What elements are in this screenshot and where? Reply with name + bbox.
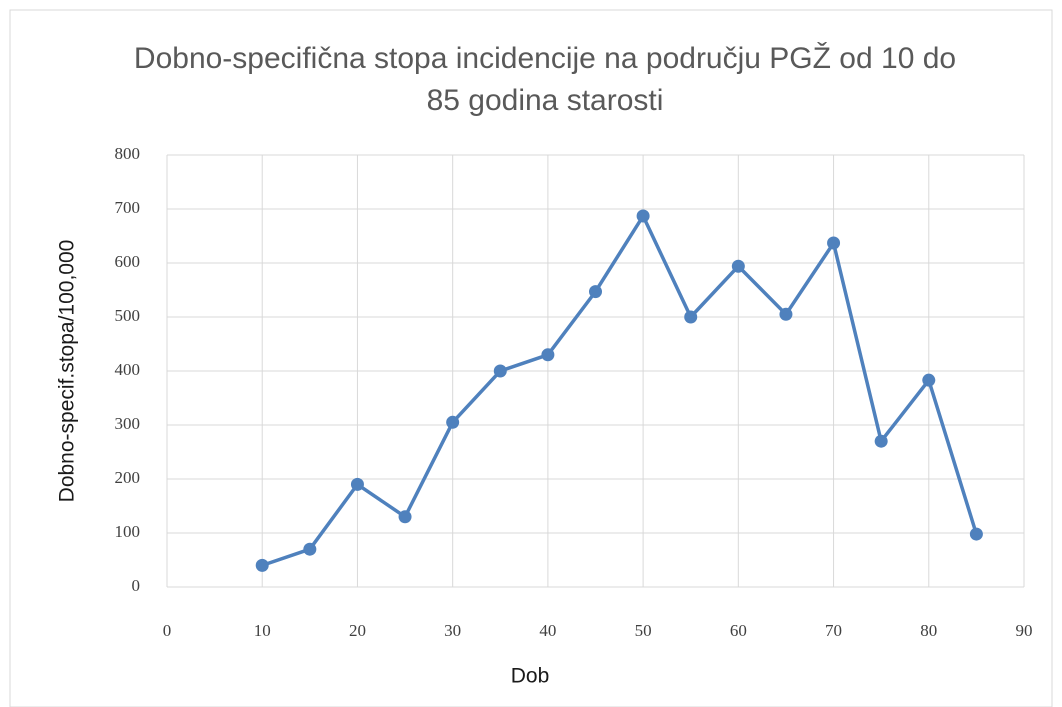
marker: [350, 477, 364, 491]
x-tick-label: 10: [254, 621, 271, 640]
chart-frame: [9, 9, 1053, 707]
marker: [493, 364, 507, 378]
series-line: [261, 214, 979, 568]
x-tick-label: 50: [635, 621, 652, 640]
marker: [779, 307, 793, 321]
y-tick-label: 500: [115, 306, 141, 325]
x-tick-label: 0: [163, 621, 172, 640]
x-tick-label: 70: [825, 621, 842, 640]
marker: [969, 527, 983, 541]
y-axis-label: Dobno-specif.stopa/100,000: [56, 240, 79, 503]
marker: [255, 558, 269, 572]
marker: [874, 434, 888, 448]
y-tick-label: 100: [115, 522, 141, 541]
marker: [827, 236, 841, 250]
x-tick-label: 90: [1016, 621, 1033, 640]
y-tick-label: 0: [132, 576, 141, 595]
marker: [446, 415, 460, 429]
marker: [684, 310, 698, 324]
marker: [303, 542, 317, 556]
y-tick-label: 300: [115, 414, 141, 433]
chart-title: Dobno-specifična stopa incidencije na po…: [134, 42, 956, 117]
marker: [589, 285, 602, 299]
marker: [922, 373, 936, 387]
y-tick-label: 400: [115, 360, 141, 379]
y-tick-label: 700: [115, 198, 141, 217]
x-tick-label: 20: [349, 621, 366, 640]
x-axis-label: Dob: [511, 665, 550, 688]
x-tick-label: 40: [539, 621, 556, 640]
marker: [636, 209, 650, 223]
x-tick-label: 30: [444, 621, 461, 640]
x-tick-label: 60: [730, 621, 747, 640]
x-tick-label: 80: [920, 621, 937, 640]
y-tick-label: 600: [115, 252, 141, 271]
y-tick-label: 800: [115, 144, 141, 163]
y-tick-label: 200: [115, 468, 141, 487]
marker: [731, 259, 745, 273]
marker: [541, 348, 555, 362]
marker: [398, 510, 412, 524]
